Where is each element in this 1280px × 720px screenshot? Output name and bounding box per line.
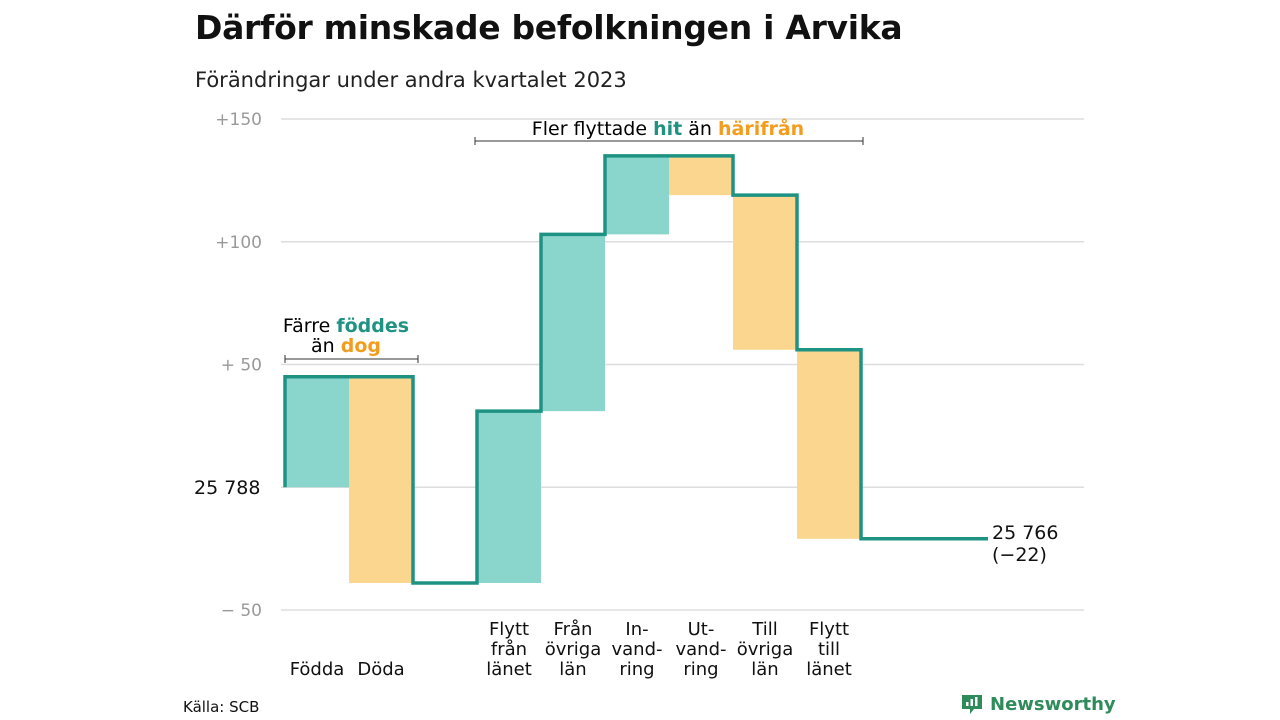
line-layer bbox=[283, 154, 988, 585]
y-tick-label: +100 bbox=[215, 233, 262, 253]
x-category-label: vand- bbox=[611, 639, 662, 660]
chart-subtitle: Förändringar under andra kvartalet 2023 bbox=[195, 68, 627, 92]
migration-annotation: Fler flyttade hit än härifrån bbox=[474, 116, 864, 145]
bar-outflow bbox=[349, 376, 413, 583]
x-category-label: Flytt bbox=[809, 619, 849, 640]
start-value-label: 25 788 bbox=[194, 477, 260, 499]
cumulative-step-line bbox=[283, 154, 988, 585]
x-category-label: övriga bbox=[545, 639, 602, 660]
annotation-highlight-teal: föddes bbox=[336, 315, 409, 337]
x-category-label: Ut- bbox=[688, 619, 715, 640]
x-category-label: län bbox=[559, 659, 586, 680]
source-note: Källa: SCB bbox=[183, 698, 260, 716]
x-category-label: länet bbox=[806, 659, 852, 680]
x-category-label: länet bbox=[486, 659, 532, 680]
svg-text:Färre föddes: Färre föddes bbox=[283, 315, 409, 337]
annotation-text: Färre bbox=[283, 315, 336, 337]
births-annotation: Färre föddes än dog bbox=[283, 315, 419, 363]
x-category-label: Till bbox=[751, 619, 777, 640]
bar-inflow bbox=[605, 155, 669, 235]
x-category-label: till bbox=[818, 639, 840, 660]
brand-logo: Newsworthy bbox=[960, 692, 1116, 716]
bar-outflow bbox=[797, 349, 861, 539]
annotation-highlight-orange: dog bbox=[341, 335, 381, 357]
end-value-label: 25 766 bbox=[992, 522, 1058, 544]
end-change-label: (−22) bbox=[992, 544, 1047, 566]
bar-inflow bbox=[541, 234, 605, 412]
chart-title: Därför minskade befolkningen i Arvika bbox=[195, 8, 903, 47]
x-category-label: ring bbox=[683, 659, 718, 680]
x-category-label: från bbox=[491, 639, 527, 660]
x-category-label: län bbox=[751, 659, 778, 680]
x-category-label: övriga bbox=[737, 639, 794, 660]
x-category-label: vand- bbox=[675, 639, 726, 660]
x-category-label: Födda bbox=[290, 659, 345, 680]
bar-outflow bbox=[733, 195, 797, 350]
annotation-text: Fler flyttade bbox=[532, 118, 653, 140]
bar-inflow bbox=[285, 376, 349, 488]
x-category-label: Flytt bbox=[489, 619, 529, 640]
annotation-text: än bbox=[682, 118, 718, 140]
y-tick-label: +150 bbox=[215, 110, 262, 130]
bar-outflow bbox=[669, 155, 733, 196]
annotation-highlight-orange: härifrån bbox=[718, 116, 804, 140]
x-category-label: Döda bbox=[357, 659, 404, 680]
y-tick-label: − 50 bbox=[221, 601, 262, 621]
bars-layer bbox=[285, 155, 861, 583]
newsworthy-logo-icon bbox=[962, 695, 982, 714]
x-category-label: ring bbox=[619, 659, 654, 680]
annotation-text: än bbox=[311, 335, 341, 357]
annotation-highlight-teal: hit bbox=[653, 118, 682, 140]
x-category-label: In- bbox=[625, 619, 648, 640]
brand-name: Newsworthy bbox=[990, 693, 1116, 715]
grid-layer bbox=[281, 118, 1084, 611]
svg-text:än dog: än dog bbox=[311, 335, 381, 357]
y-tick-label: + 50 bbox=[221, 356, 262, 376]
bar-inflow bbox=[477, 411, 541, 583]
svg-text:Fler flyttade hit än härifrån: Fler flyttade hit än härifrån bbox=[532, 116, 804, 140]
x-category-label: Från bbox=[554, 619, 593, 640]
